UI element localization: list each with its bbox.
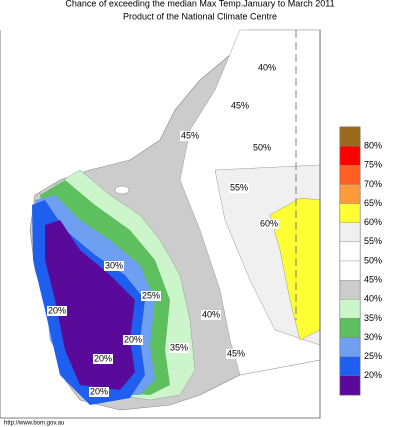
map-labels: 40% 45% 45% 50% 55% 60% 30% 25% 40% 20% 20% 20% 35% 4… xyxy=(47,62,279,397)
legend-label: 35% xyxy=(364,313,382,323)
legend-label: 70% xyxy=(364,179,382,189)
label-bg xyxy=(201,310,221,320)
legend-label: 30% xyxy=(364,332,382,342)
contour-label: 45% xyxy=(231,100,249,110)
legend-swatch xyxy=(339,318,361,338)
legend-swatch xyxy=(339,299,361,319)
label-bg xyxy=(230,101,250,111)
legend-label: 20% xyxy=(364,370,382,380)
contour-label: 25% xyxy=(142,290,160,300)
label-bg xyxy=(123,335,143,345)
legend-swatch xyxy=(339,260,361,281)
legend-label: 65% xyxy=(364,198,382,208)
contour-label: 50% xyxy=(253,142,271,152)
legend-label: 40% xyxy=(364,294,382,304)
contour-label: 20% xyxy=(48,305,66,315)
contour-label: 55% xyxy=(230,182,248,192)
legend-swatch xyxy=(339,337,361,357)
contour-label: 20% xyxy=(94,353,112,363)
legend-label: 45% xyxy=(364,275,382,285)
legend-label: 25% xyxy=(364,351,382,361)
label-bg xyxy=(93,354,113,364)
contour-label: 20% xyxy=(90,386,108,396)
map-frame xyxy=(0,30,321,419)
label-bg xyxy=(226,349,246,359)
legend-label: 50% xyxy=(364,255,382,265)
contour-label: 40% xyxy=(258,62,276,72)
title: Chance of exceeding the median Max Temp.… xyxy=(65,0,334,8)
contour-label: 45% xyxy=(181,130,199,140)
lake xyxy=(114,185,130,195)
legend-swatch xyxy=(339,165,361,185)
legend-label: 80% xyxy=(364,141,382,151)
label-bg xyxy=(89,387,109,397)
label-bg xyxy=(229,183,249,193)
url: http://www.bom.gov.au xyxy=(4,421,64,427)
label-bg xyxy=(141,291,161,301)
legend-swatch xyxy=(339,222,361,243)
legend-swatch xyxy=(339,203,361,223)
label-bg xyxy=(259,219,279,229)
label-bg xyxy=(104,261,124,271)
legend-swatch xyxy=(339,145,361,166)
legend-swatch xyxy=(339,279,361,300)
legend-swatch xyxy=(339,356,361,377)
region-15 xyxy=(45,220,135,390)
legend-swatch xyxy=(339,184,361,204)
label-bg xyxy=(252,143,272,153)
legend-swatch xyxy=(339,375,361,396)
label-bg xyxy=(257,63,277,73)
contour-label: 45% xyxy=(227,348,245,358)
label-bg xyxy=(169,343,189,353)
legend-swatch xyxy=(339,126,361,147)
legend-swatch xyxy=(339,241,361,262)
subtitle: Product of the National Climate Centre xyxy=(123,11,277,21)
region-60 xyxy=(269,197,321,341)
contour-label: 40% xyxy=(202,309,220,319)
contour-label: 60% xyxy=(260,218,278,228)
legend-label: 60% xyxy=(364,217,382,227)
contour-label: 35% xyxy=(170,342,188,352)
label-bg xyxy=(47,306,67,316)
legend-label: 75% xyxy=(364,160,382,170)
legend-label: 55% xyxy=(364,236,382,246)
label-bg xyxy=(180,131,200,141)
contour-label: 20% xyxy=(124,334,142,344)
legend: 80% 75% 70% 65% 60% 55% 50% 45% 40% 35% 30% 25% 20% xyxy=(339,126,382,396)
contour-label: 30% xyxy=(105,260,123,270)
